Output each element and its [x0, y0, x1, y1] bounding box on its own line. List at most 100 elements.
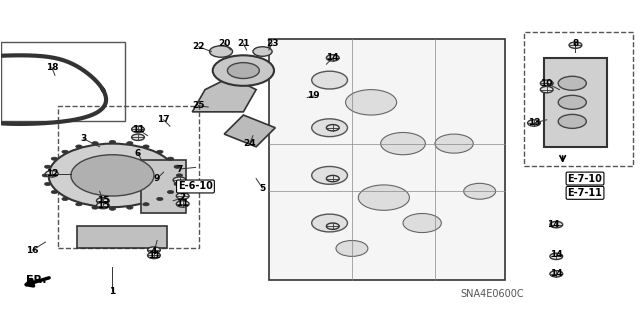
Circle shape	[312, 167, 348, 184]
Circle shape	[312, 71, 348, 89]
Circle shape	[45, 165, 51, 168]
Text: 2: 2	[180, 193, 186, 202]
Circle shape	[326, 55, 339, 61]
Text: 14: 14	[547, 220, 559, 229]
Text: 11: 11	[132, 125, 144, 134]
Text: 9: 9	[154, 174, 161, 183]
Text: 21: 21	[237, 39, 250, 48]
Circle shape	[174, 182, 180, 186]
Circle shape	[127, 206, 133, 209]
Circle shape	[558, 95, 586, 109]
Text: 8: 8	[572, 39, 579, 48]
Circle shape	[209, 46, 232, 57]
Text: 14: 14	[326, 53, 339, 62]
Circle shape	[109, 140, 116, 144]
Text: 11: 11	[177, 199, 189, 208]
Circle shape	[540, 86, 553, 93]
Circle shape	[558, 115, 586, 128]
Text: 22: 22	[193, 42, 205, 51]
Circle shape	[550, 253, 563, 260]
Circle shape	[540, 80, 553, 86]
Circle shape	[227, 63, 259, 78]
Circle shape	[558, 76, 586, 90]
Circle shape	[76, 145, 82, 148]
Circle shape	[132, 134, 145, 140]
Circle shape	[176, 201, 189, 207]
Bar	[58, 106, 198, 249]
Text: 10: 10	[541, 79, 553, 88]
Circle shape	[109, 207, 116, 210]
Text: E-7-11: E-7-11	[568, 188, 602, 198]
Circle shape	[71, 155, 154, 196]
Circle shape	[127, 142, 133, 145]
Text: 12: 12	[45, 169, 58, 178]
Circle shape	[76, 203, 82, 206]
Text: 3: 3	[81, 134, 87, 143]
Circle shape	[62, 197, 68, 201]
Circle shape	[97, 202, 109, 209]
Circle shape	[212, 55, 274, 86]
Circle shape	[527, 120, 540, 126]
Text: SNA4E0600C: SNA4E0600C	[461, 289, 524, 300]
Circle shape	[253, 47, 272, 56]
Circle shape	[176, 193, 189, 199]
Circle shape	[51, 157, 58, 160]
Text: 14: 14	[550, 269, 563, 278]
Text: E-6-10: E-6-10	[178, 182, 213, 191]
Circle shape	[167, 157, 173, 160]
Circle shape	[403, 213, 442, 233]
Circle shape	[464, 183, 495, 199]
Circle shape	[49, 144, 176, 207]
Polygon shape	[192, 77, 256, 112]
Circle shape	[435, 134, 473, 153]
Circle shape	[336, 241, 368, 256]
Text: 1: 1	[109, 287, 116, 296]
Bar	[524, 33, 633, 166]
Bar	[141, 160, 186, 213]
Bar	[543, 58, 607, 147]
Circle shape	[174, 165, 180, 168]
Circle shape	[381, 132, 426, 155]
Text: 25: 25	[193, 101, 205, 110]
Circle shape	[92, 206, 99, 209]
Text: 13: 13	[528, 118, 540, 128]
Circle shape	[157, 197, 163, 201]
Circle shape	[51, 190, 58, 194]
Text: 16: 16	[26, 246, 39, 255]
Circle shape	[312, 119, 348, 137]
Text: FR.: FR.	[26, 275, 46, 285]
Circle shape	[143, 203, 149, 206]
Bar	[77, 226, 167, 249]
Circle shape	[550, 221, 563, 228]
Text: 6: 6	[135, 149, 141, 158]
Circle shape	[550, 271, 563, 277]
Circle shape	[132, 126, 145, 132]
Text: 7: 7	[176, 165, 182, 174]
Text: 14: 14	[550, 250, 563, 259]
Text: 5: 5	[259, 184, 266, 193]
Text: 23: 23	[266, 39, 278, 48]
Text: 20: 20	[218, 39, 230, 48]
Circle shape	[173, 177, 186, 183]
Bar	[1, 42, 125, 122]
Bar	[269, 39, 505, 280]
Circle shape	[157, 150, 163, 153]
Text: 18: 18	[45, 63, 58, 72]
Text: 15: 15	[97, 201, 109, 210]
Circle shape	[92, 142, 99, 145]
Circle shape	[569, 42, 582, 48]
Circle shape	[97, 197, 109, 204]
Circle shape	[62, 150, 68, 153]
Circle shape	[167, 190, 173, 194]
Circle shape	[176, 174, 182, 177]
Circle shape	[326, 175, 339, 182]
Text: 19: 19	[307, 92, 320, 100]
Circle shape	[346, 90, 397, 115]
Circle shape	[358, 185, 410, 210]
Text: 15: 15	[97, 196, 109, 205]
Circle shape	[326, 223, 339, 229]
Circle shape	[42, 174, 49, 177]
Text: 24: 24	[243, 139, 256, 148]
Polygon shape	[224, 115, 275, 147]
Circle shape	[45, 171, 58, 177]
